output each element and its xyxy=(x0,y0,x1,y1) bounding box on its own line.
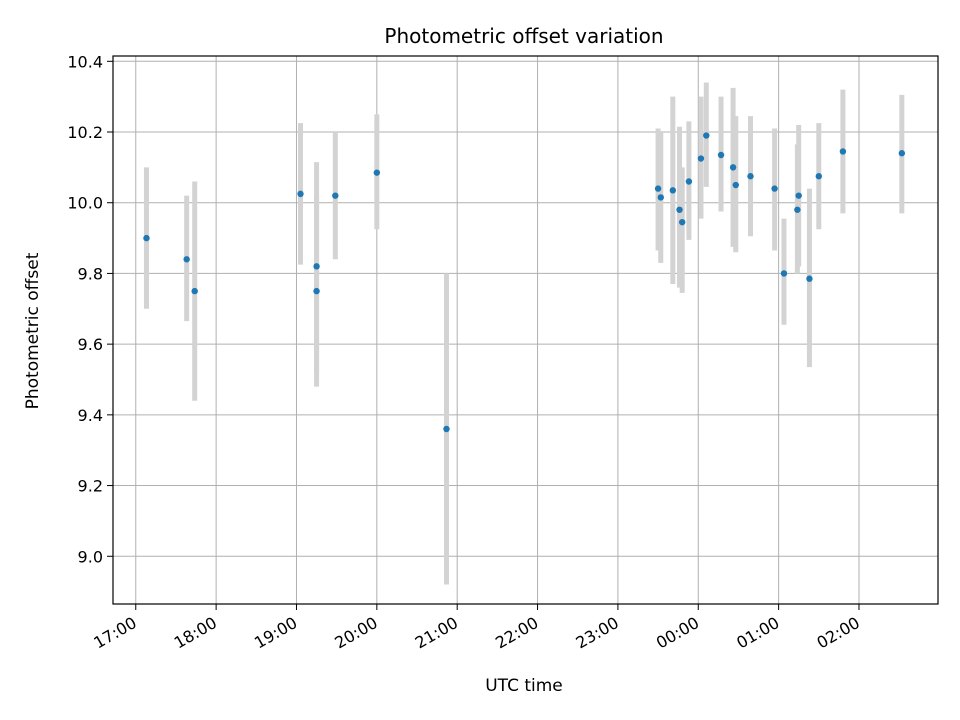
data-point xyxy=(729,164,737,171)
data-point xyxy=(747,173,754,180)
y-tick-label: 9.8 xyxy=(78,264,103,283)
data-point xyxy=(703,132,710,139)
data-point xyxy=(313,263,320,270)
data-point xyxy=(794,206,801,213)
y-tick-label: 10.2 xyxy=(67,123,103,142)
data-point xyxy=(191,287,198,295)
point-layer xyxy=(143,132,906,433)
data-point xyxy=(373,169,381,176)
data-point xyxy=(443,425,450,433)
x-axis-title: UTC time xyxy=(485,676,563,696)
data-point xyxy=(795,192,802,199)
data-point xyxy=(143,234,150,242)
y-tick-label: 10.4 xyxy=(67,52,103,71)
data-point xyxy=(313,287,320,295)
y-tick-label: 9.4 xyxy=(78,406,103,425)
data-point xyxy=(732,181,739,189)
data-point xyxy=(771,185,778,192)
plot-frame xyxy=(112,55,939,605)
data-point xyxy=(657,194,664,201)
data-point xyxy=(780,270,788,277)
data-point xyxy=(717,151,725,159)
data-point xyxy=(697,155,705,162)
y-tick-label: 9.6 xyxy=(78,335,103,354)
chart-title: Photometric offset variation xyxy=(384,24,663,48)
data-point xyxy=(839,148,847,155)
grid-layer xyxy=(113,56,938,604)
data-point xyxy=(815,173,823,180)
data-point xyxy=(678,218,686,226)
data-point xyxy=(676,206,683,213)
data-point xyxy=(898,150,906,157)
y-tick-label: 10.0 xyxy=(67,194,103,213)
y-axis-title: Photometric offset xyxy=(23,252,43,409)
data-point xyxy=(297,190,304,198)
y-tick-label: 9.0 xyxy=(78,547,103,566)
data-point xyxy=(669,187,677,194)
data-point xyxy=(806,275,813,282)
data-point xyxy=(685,178,693,185)
data-point xyxy=(332,192,339,199)
data-point xyxy=(183,256,190,263)
data-point xyxy=(654,185,662,192)
y-tick-label: 9.2 xyxy=(78,477,103,496)
